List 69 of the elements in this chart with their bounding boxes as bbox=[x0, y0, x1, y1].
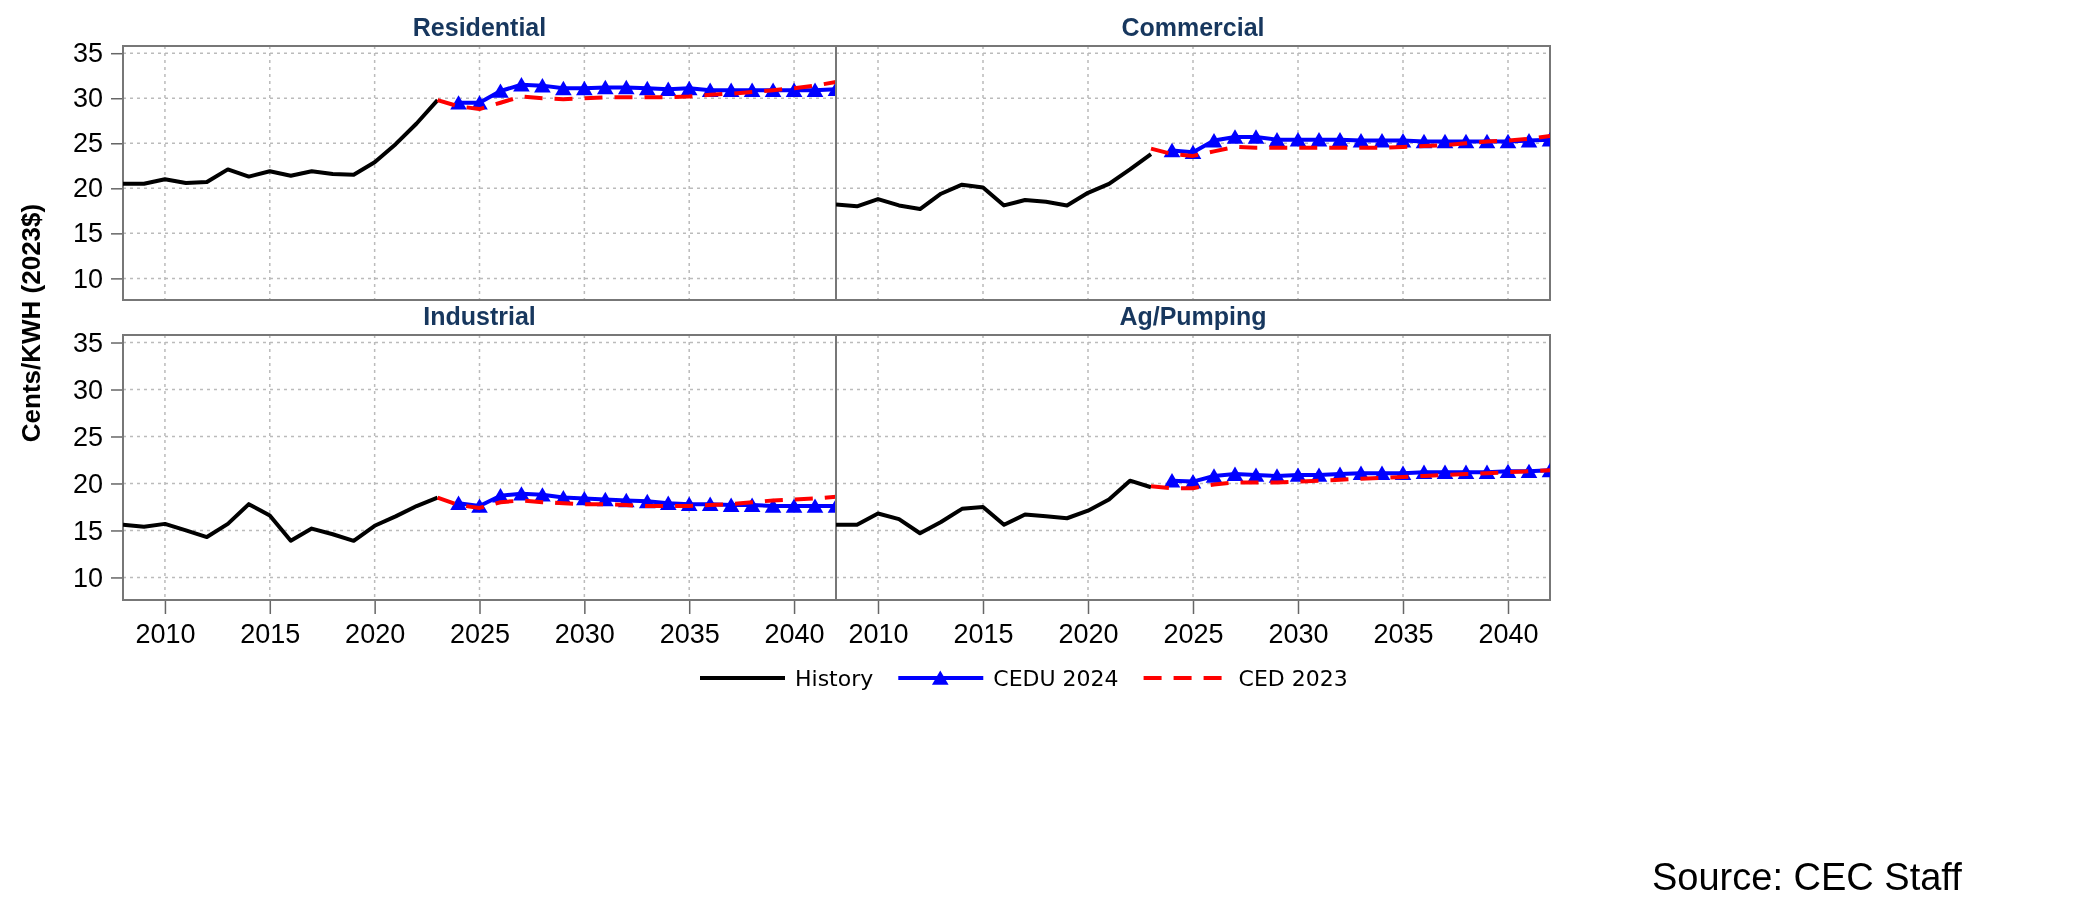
y-tick-label: 25 bbox=[72, 128, 103, 159]
point bbox=[806, 82, 824, 97]
point bbox=[1226, 129, 1244, 144]
point bbox=[1268, 132, 1286, 147]
chart-title: Commercial bbox=[1121, 13, 1265, 41]
source-note: Source: CEC Staff bbox=[1652, 856, 1963, 898]
y-tick-label: 25 bbox=[72, 421, 103, 452]
x-tick-label: 2020 bbox=[345, 619, 406, 650]
y-tick-label: 10 bbox=[72, 263, 103, 294]
x-tick-label: 2010 bbox=[848, 619, 909, 650]
y-tick-label: 15 bbox=[72, 218, 103, 249]
point bbox=[785, 498, 803, 513]
point bbox=[513, 77, 530, 92]
point bbox=[1289, 132, 1307, 147]
chart-title: Industrial bbox=[423, 302, 536, 330]
legend-label: CED 2023 bbox=[1238, 666, 1348, 691]
x-tick-label: 2030 bbox=[554, 619, 615, 650]
point bbox=[597, 79, 614, 95]
point bbox=[576, 80, 593, 96]
point bbox=[659, 495, 677, 511]
x-tick-label: 2015 bbox=[953, 619, 1014, 650]
point bbox=[492, 83, 509, 98]
y-axis-title: Cents/KWH (2023$) bbox=[16, 203, 46, 443]
line-series bbox=[123, 98, 440, 186]
point bbox=[659, 81, 677, 97]
point bbox=[450, 95, 467, 110]
x-tick-label: 2015 bbox=[240, 619, 301, 650]
point bbox=[1247, 467, 1265, 482]
point bbox=[513, 486, 530, 501]
line-series bbox=[123, 495, 440, 543]
point bbox=[1373, 132, 1391, 148]
point bbox=[722, 497, 740, 512]
x-tick-label: 2025 bbox=[1163, 619, 1224, 650]
x-tick-label: 2040 bbox=[1478, 619, 1539, 650]
point bbox=[680, 80, 698, 96]
y-tick-label: 10 bbox=[72, 562, 103, 593]
y-tick-label: 15 bbox=[72, 515, 103, 546]
point bbox=[1247, 129, 1265, 144]
legend-label: CEDU 2024 bbox=[993, 666, 1119, 691]
point bbox=[1226, 466, 1244, 481]
y-tick-label: 30 bbox=[72, 374, 103, 405]
x-tick-label: 2035 bbox=[659, 619, 720, 650]
x-tick-label: 2010 bbox=[135, 619, 196, 650]
legend-label: History bbox=[795, 666, 874, 691]
point bbox=[1205, 468, 1223, 483]
point bbox=[638, 80, 656, 96]
point bbox=[1373, 465, 1391, 480]
point bbox=[450, 495, 467, 511]
line-series bbox=[435, 80, 836, 112]
point bbox=[534, 78, 551, 93]
point bbox=[1310, 132, 1328, 147]
y-tick-label: 30 bbox=[72, 83, 103, 114]
x-tick-label: 2035 bbox=[1373, 619, 1434, 650]
point bbox=[1331, 132, 1349, 147]
x-tick-label: 2040 bbox=[764, 619, 825, 650]
y-tick-label: 20 bbox=[72, 173, 103, 204]
x-tick-label: 2030 bbox=[1268, 619, 1329, 650]
y-tick-label: 35 bbox=[72, 327, 103, 358]
point bbox=[617, 79, 635, 95]
point bbox=[555, 80, 572, 96]
x-tick-label: 2020 bbox=[1058, 619, 1119, 650]
point bbox=[1436, 464, 1454, 479]
point bbox=[1205, 132, 1223, 148]
chart-title: Residential bbox=[412, 13, 547, 41]
point bbox=[806, 498, 824, 513]
chart-title: Ag/Pumping bbox=[1119, 302, 1267, 330]
x-tick-label: 2025 bbox=[449, 619, 511, 650]
y-tick-label: 35 bbox=[72, 38, 103, 69]
y-tick-label: 20 bbox=[72, 468, 103, 499]
